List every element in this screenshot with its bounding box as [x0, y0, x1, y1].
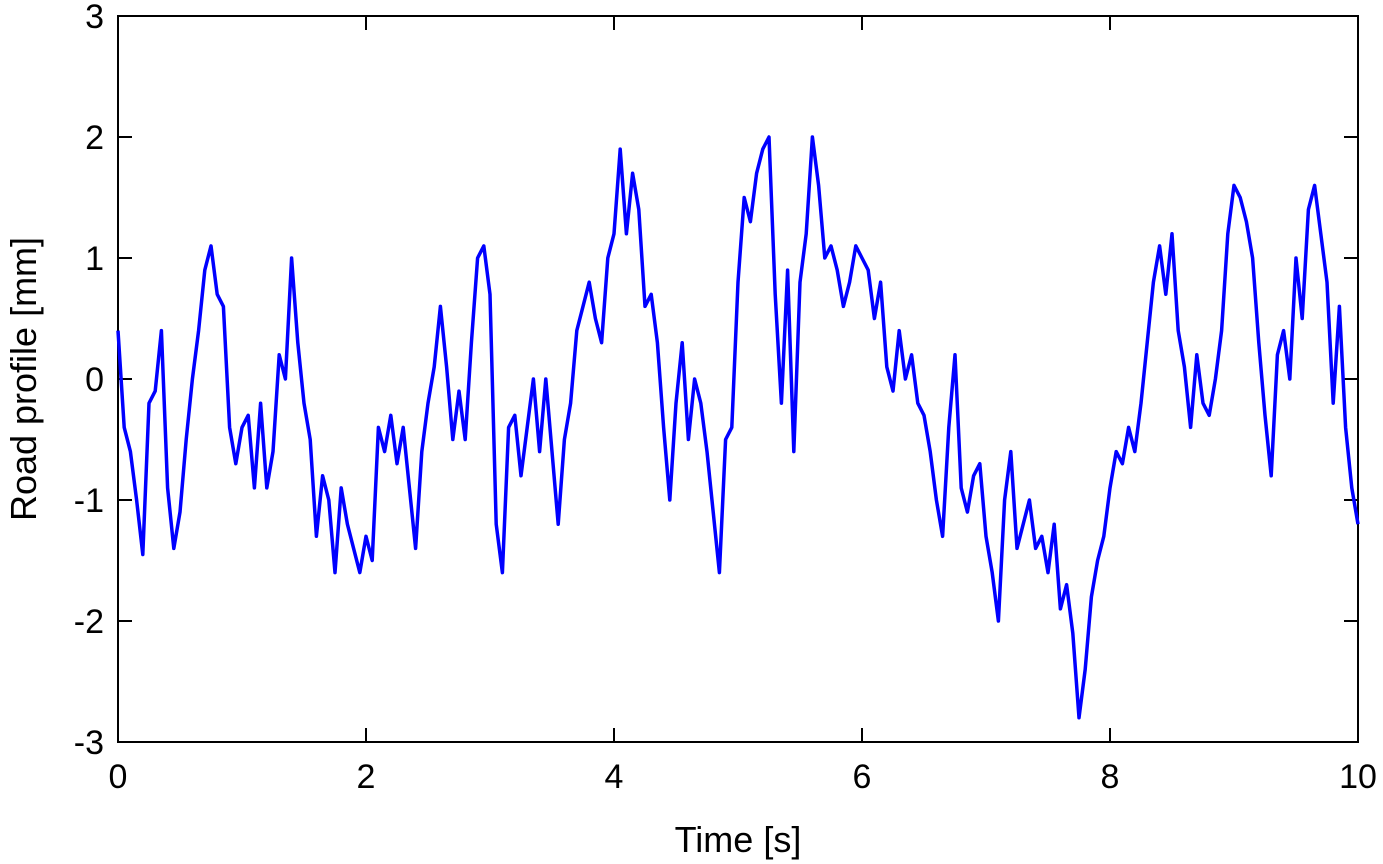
- x-tick-label: 6: [853, 758, 872, 796]
- x-tick-label: 10: [1339, 758, 1377, 796]
- y-tick-label: 1: [85, 240, 104, 278]
- x-tick-label: 4: [605, 758, 624, 796]
- y-tick-label: -1: [74, 482, 104, 520]
- series-line: [116, 135, 1360, 720]
- tick-marks: [117, 15, 1359, 743]
- y-axis-label: Road profile [mm]: [3, 237, 44, 521]
- y-tick-label: -3: [74, 724, 104, 762]
- x-tick-label: 8: [1101, 758, 1120, 796]
- y-tick-label: -2: [74, 603, 104, 641]
- x-tick-label: 2: [357, 758, 376, 796]
- plot-area: [117, 15, 1359, 743]
- x-tick-label: 0: [109, 758, 128, 796]
- x-axis-label: Time [s]: [675, 819, 802, 860]
- y-tick-label: 2: [85, 119, 104, 157]
- y-tick-label: 3: [85, 0, 104, 36]
- y-tick-label: 0: [85, 361, 104, 399]
- series-layer: [116, 135, 1360, 720]
